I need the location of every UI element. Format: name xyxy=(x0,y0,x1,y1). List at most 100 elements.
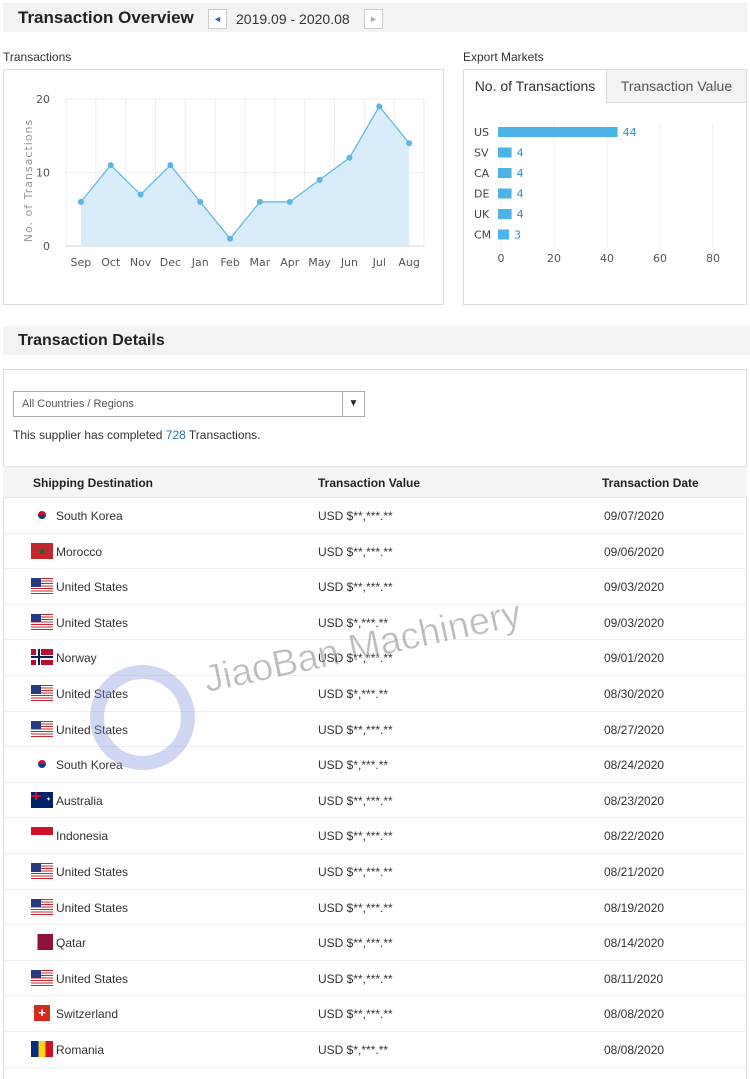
transaction-value: USD $**,***.** xyxy=(318,651,393,666)
shipping-destination: Australia xyxy=(56,793,103,808)
x-tick-label: Jul xyxy=(372,256,386,269)
data-point xyxy=(77,198,84,205)
shipping-destination: Norway xyxy=(56,651,97,666)
flag-ma-icon: ★ xyxy=(31,542,53,559)
x-tick-label: 40 xyxy=(600,252,614,265)
table-row: United States USD $**,***.** 08/21/2020 xyxy=(3,854,747,890)
shipping-destination: South Korea xyxy=(56,509,123,523)
bar xyxy=(498,168,512,178)
shipping-destination: United States xyxy=(56,580,129,595)
category-label: SV xyxy=(474,147,489,160)
category-label: US xyxy=(474,126,489,139)
x-tick-label: Oct xyxy=(101,256,121,269)
x-tick-label: 20 xyxy=(547,252,561,265)
x-tick-label: Nov xyxy=(130,256,152,269)
shipping-destination: Morocco xyxy=(56,544,103,559)
col-shipping-destination: Shipping Destination xyxy=(33,476,153,490)
flag-ch-icon: + xyxy=(31,1005,53,1022)
flag-ro-icon xyxy=(31,1041,53,1057)
shipping-destination: Switzerland xyxy=(56,1007,119,1022)
overview-title: Transaction Overview xyxy=(18,8,194,27)
data-label: 3 xyxy=(514,229,521,242)
table-row: Qatar USD $**,***.** 08/14/2020 xyxy=(3,925,747,961)
transaction-value: USD $**,***.** xyxy=(318,509,393,523)
data-label: 4 xyxy=(517,188,524,201)
transaction-value: USD $**,***.** xyxy=(318,580,393,595)
x-tick-label: 60 xyxy=(653,252,667,265)
x-tick-label: Mar xyxy=(250,256,271,269)
data-label: 44 xyxy=(623,126,637,139)
transaction-date: 08/11/2020 xyxy=(604,971,664,986)
category-label: UK xyxy=(474,208,490,221)
data-point xyxy=(256,198,263,205)
data-point xyxy=(346,154,353,161)
data-point xyxy=(197,198,204,205)
table-row: ✦ Australia USD $**,***.** 08/23/2020 xyxy=(3,783,747,819)
transaction-date: 08/21/2020 xyxy=(604,865,665,879)
details-header: Transaction Details xyxy=(3,326,750,355)
table-row: South Korea USD $**,***.** 09/07/2020 xyxy=(3,498,747,534)
flag-us-icon xyxy=(31,720,53,737)
y-tick-label: 10 xyxy=(36,167,50,180)
transaction-date: 08/27/2020 xyxy=(604,722,665,737)
x-tick-label: Sep xyxy=(71,256,92,269)
flag-us-icon xyxy=(31,685,53,701)
details-title: Transaction Details xyxy=(18,332,165,349)
transactions-chart-box: 0 10 20 Sep Oct Nov Dec Jan Feb Mar Apr May Jun Jul Au… xyxy=(3,69,444,305)
shipping-destination: United States xyxy=(56,722,129,737)
table-row: Romania USD $*,***.** 08/08/2020 xyxy=(3,1032,747,1068)
bar xyxy=(498,229,509,240)
flag-au-icon: ✦ xyxy=(31,791,53,808)
category-label: CM xyxy=(474,229,491,242)
category-label: CA xyxy=(474,167,490,180)
x-tick-label: Feb xyxy=(220,256,239,269)
table-row: United States USD $**,***.** 09/03/2020 xyxy=(3,569,747,605)
transaction-date: 08/23/2020 xyxy=(604,793,665,808)
x-tick-label: Aug xyxy=(398,256,419,269)
col-transaction-value: Transaction Value xyxy=(318,476,421,490)
export-markets-box: No. of Transactions Transaction Value 0 2… xyxy=(463,69,747,305)
x-tick-label: 0 xyxy=(498,252,505,265)
transaction-date: 09/01/2020 xyxy=(604,651,665,666)
transaction-value: USD $*,***.** xyxy=(318,687,389,701)
next-period-button[interactable]: ► xyxy=(364,9,383,29)
table-row: United States USD $**,***.** 08/27/2020 xyxy=(3,712,747,748)
transaction-value: USD $**,***.** xyxy=(318,793,393,808)
export-markets-chart: 0 20 40 60 80 US 44 SV 4 CA 4 DE 4 UK 4 CM 3 xyxy=(474,122,720,265)
flag-us-icon xyxy=(31,898,53,915)
tab-transaction-value[interactable]: Transaction Value xyxy=(606,70,746,103)
col-transaction-date: Transaction Date xyxy=(602,476,699,490)
transaction-value: USD $**,***.** xyxy=(318,865,393,879)
table-row: Norway USD $**,***.** 09/01/2020 xyxy=(3,640,747,676)
data-point xyxy=(107,162,114,169)
tab-no-of-transactions[interactable]: No. of Transactions xyxy=(464,70,606,103)
transaction-value: USD $*,***.** xyxy=(318,758,389,773)
transaction-value: USD $**,***.** xyxy=(318,722,393,737)
bar xyxy=(498,147,512,158)
transaction-summary: This supplier has completed 728 Transact… xyxy=(13,428,261,442)
prev-period-button[interactable]: ◄ xyxy=(208,9,227,29)
table-header: Shipping Destination Transaction Value T… xyxy=(3,466,747,498)
transaction-count: 728 xyxy=(165,428,186,442)
shipping-destination: Qatar xyxy=(56,936,87,951)
table-row: United States USD $*,***.** 09/03/2020 xyxy=(3,605,747,641)
transaction-value: USD $**,***.** xyxy=(318,900,393,915)
data-point xyxy=(137,191,144,198)
table-row: United States USD $**,***.** 08/11/2020 xyxy=(3,961,747,997)
table-row: + Switzerland USD $**,***.** 08/08/2020 xyxy=(3,996,747,1032)
flag-no-icon xyxy=(31,649,53,666)
transaction-value: USD $**,***.** xyxy=(318,971,393,986)
transaction-value: USD $*,***.** xyxy=(318,615,389,630)
date-range: 2019.09 - 2020.08 xyxy=(236,11,350,27)
transaction-value: USD $**,***.** xyxy=(318,1007,393,1022)
flag-kr-icon xyxy=(31,507,53,523)
chevron-down-icon[interactable]: ▼ xyxy=(342,392,364,416)
x-tick-label: Apr xyxy=(280,256,300,269)
country-filter-select[interactable]: All Countries / Regions ▼ xyxy=(13,391,365,417)
transaction-value: USD $*,***.** xyxy=(318,1043,389,1057)
transaction-date: 08/08/2020 xyxy=(604,1007,665,1022)
shipping-destination: Romania xyxy=(56,1043,105,1057)
x-tick-label: Dec xyxy=(160,256,181,269)
transactions-chart: 0 10 20 Sep Oct Nov Dec Jan Feb Mar Apr May Jun Jul Au… xyxy=(22,93,425,269)
transaction-date: 08/30/2020 xyxy=(604,687,665,701)
